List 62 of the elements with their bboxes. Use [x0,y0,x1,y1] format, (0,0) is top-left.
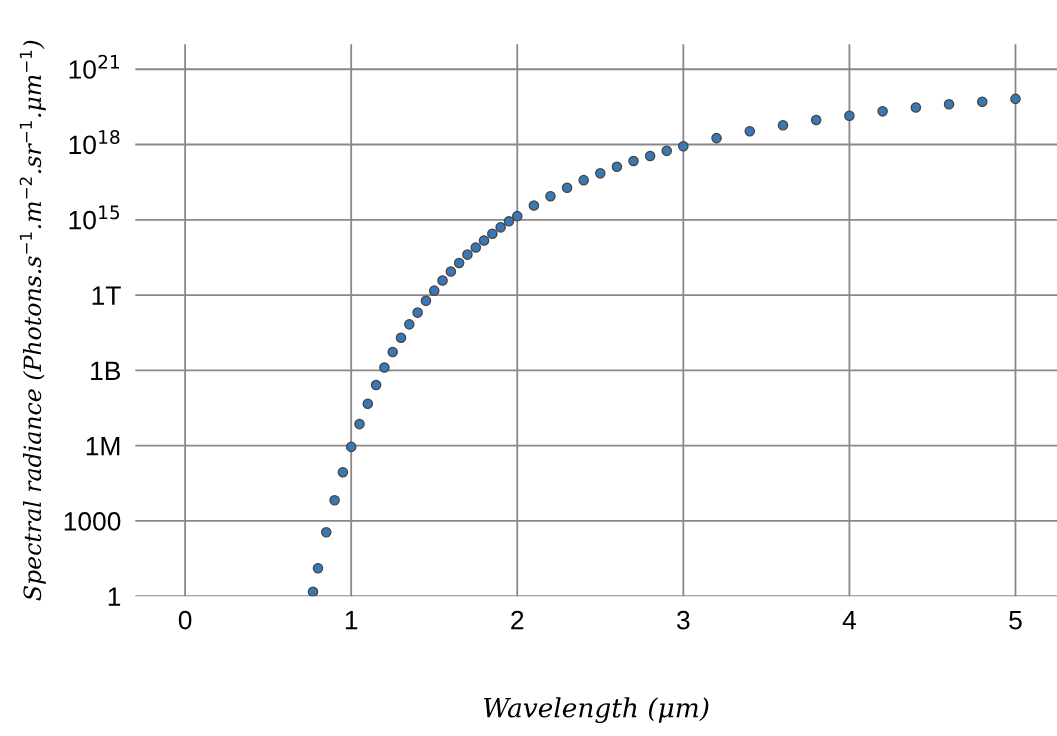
point [404,319,415,330]
point [528,200,540,211]
point [943,99,955,110]
point [437,275,448,286]
point [478,235,490,246]
point [445,266,457,277]
y-tick-label: 10$^{21}$ [69,54,119,79]
point [644,150,656,162]
point [412,307,423,318]
y-tick-label: 1B [91,361,121,380]
point [329,495,340,506]
y-tick-label: 10$^{18}$ [69,130,120,155]
point [661,145,673,157]
y-tick-label: 1 [108,587,121,606]
point [578,174,589,186]
point [711,132,722,144]
point [511,210,523,222]
point [395,332,407,343]
point [354,418,365,430]
point [495,222,506,233]
point [337,466,349,478]
point [628,155,639,167]
y-tick-label: 1T [92,286,121,305]
x-tick-label: 2 [511,610,524,630]
point [595,168,606,179]
y-tick-label: 1000 [64,512,121,531]
point [387,346,398,358]
point [345,441,357,453]
point [503,216,515,227]
point [910,102,922,113]
point [420,295,432,307]
y-tick-label: 1M [86,437,120,456]
x-tick-label: 5 [1009,611,1022,630]
point [320,527,332,538]
point [976,96,988,107]
point [777,119,789,131]
x-tick-label: 3 [677,610,690,630]
point [545,190,556,202]
point [810,114,822,126]
point [470,242,482,253]
text: Spectral radiance (Photons.s$^{−1}$.m$^{−2}$.sr$^{−1}$.μm$^{−1}$) [19,40,46,601]
x-tick-label: 4 [842,611,856,630]
x-tick-label: 1 [345,611,358,630]
point [877,106,888,117]
point [362,398,374,409]
point [844,110,855,122]
point [428,285,440,296]
x-tick-label: 0 [178,610,192,630]
point [379,362,390,373]
point [561,182,573,193]
point [1010,93,1021,105]
point [453,257,465,269]
x-axis-title: Wavelength (μm) [483,697,709,724]
point [678,141,689,152]
point [487,228,498,239]
point [611,161,623,173]
point [312,562,324,574]
point [744,125,756,137]
y-tick-label: 10$^{15}$ [69,205,120,230]
point [462,249,473,260]
point [307,586,319,597]
point [370,379,382,391]
